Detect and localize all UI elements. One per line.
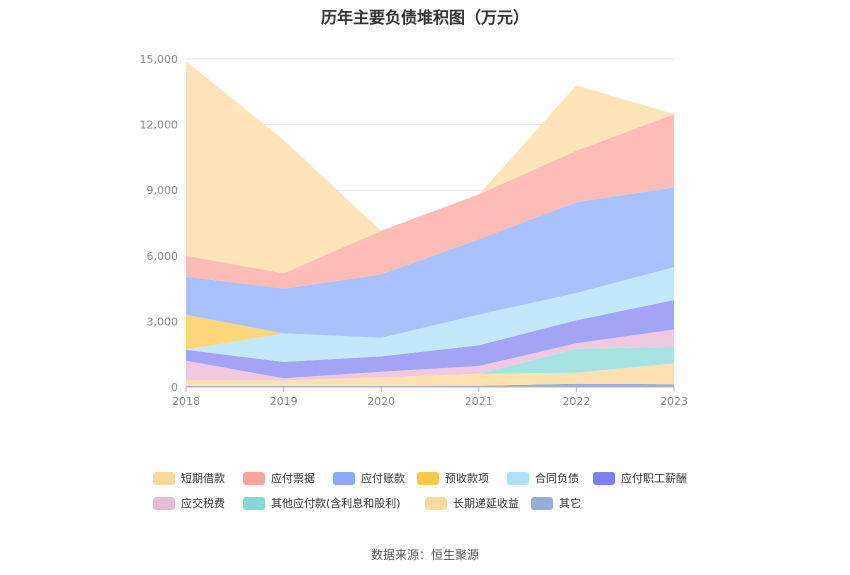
x-tick-label: 2020 — [367, 395, 395, 408]
area-series-0[interactable] — [186, 383, 674, 387]
x-tick-label: 2021 — [465, 395, 493, 408]
area-series-3[interactable] — [186, 329, 674, 381]
area-series-1[interactable] — [186, 363, 674, 386]
legend-swatch — [425, 496, 447, 510]
legend-label: 应付账款 — [361, 472, 405, 485]
legend-item[interactable]: 短期借款 — [153, 470, 225, 486]
x-tick-label: 2022 — [562, 395, 590, 408]
legend-label: 其它 — [559, 497, 581, 510]
legend-swatch — [153, 496, 175, 510]
area-series-4[interactable] — [186, 300, 674, 379]
area-series-6[interactable] — [186, 267, 674, 350]
legend-item[interactable]: 合同负债 — [507, 470, 579, 486]
area-series-8[interactable] — [186, 114, 674, 289]
data-source: 数据来源：恒生聚源 — [370, 548, 479, 562]
legend-swatch — [507, 471, 529, 485]
legend-item[interactable]: 应付票据 — [243, 470, 315, 486]
legend-label: 长期递延收益 — [453, 497, 519, 510]
legend-swatch — [531, 496, 553, 510]
area-series-7[interactable] — [186, 187, 674, 338]
legend-label: 预收款项 — [445, 472, 489, 485]
legend-label: 应交税费 — [181, 497, 225, 510]
legend-item[interactable]: 其它 — [531, 495, 581, 511]
legend-label: 应付票据 — [271, 472, 315, 485]
legend-swatch — [153, 471, 175, 485]
legend-label: 应付职工薪酬 — [621, 472, 687, 485]
y-tick-label: 15,000 — [140, 53, 179, 66]
area-series-9[interactable] — [186, 61, 674, 274]
legend-item[interactable]: 应付职工薪酬 — [593, 470, 687, 486]
legend-label: 短期借款 — [181, 472, 225, 485]
y-tick-label: 12,000 — [140, 119, 179, 132]
legend-label: 合同负债 — [535, 472, 579, 485]
chart-title: 历年主要负债堆积图（万元） — [320, 8, 529, 27]
legend-label: 其他应付款(含利息和股利) — [271, 497, 401, 510]
legend-item[interactable]: 应付账款 — [333, 470, 405, 486]
axes: 0 3,000 6,000 9,000 12,000 15,000 2018 2019 2020… — [140, 53, 689, 408]
legend-swatch — [243, 471, 265, 485]
y-tick-label: 3,000 — [147, 315, 179, 328]
y-tick-label: 6,000 — [147, 250, 179, 263]
legend-item[interactable]: 长期递延收益 — [425, 495, 519, 511]
y-tick-label: 9,000 — [147, 184, 179, 197]
area-series-5[interactable] — [186, 267, 674, 362]
legend-item[interactable]: 应交税费 — [153, 495, 225, 511]
legend-swatch — [417, 471, 439, 485]
area-series — [186, 61, 674, 387]
legend-item[interactable]: 其他应付款(含利息和股利) — [243, 495, 401, 511]
legend-swatch — [333, 471, 355, 485]
legend-swatch — [243, 496, 265, 510]
y-tick-label: 0 — [171, 381, 178, 394]
area-series-2[interactable] — [186, 347, 674, 381]
x-tick-label: 2023 — [660, 395, 688, 408]
legend-item[interactable]: 预收款项 — [417, 470, 489, 486]
x-tick-label: 2018 — [172, 395, 200, 408]
x-tick-label: 2019 — [270, 395, 298, 408]
legend-swatch — [593, 471, 615, 485]
